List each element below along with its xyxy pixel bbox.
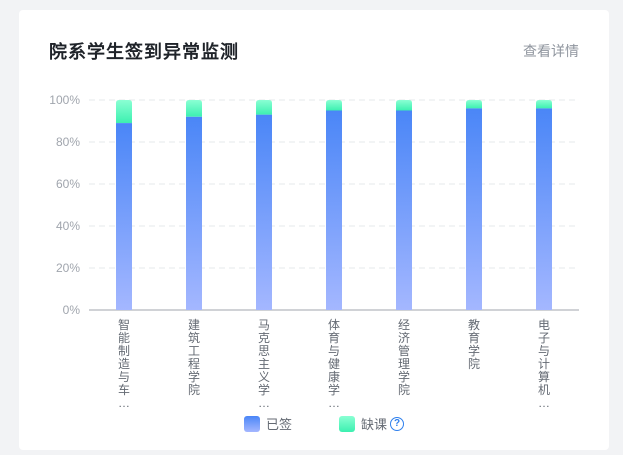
legend-swatch-absent [339, 415, 355, 432]
bar-absent[interactable] [186, 100, 202, 117]
stacked-bar-chart: 0% 20% 40% 60% 80% 100% 智能制造与车… 建筑工程学院 马克思主义学… 体… [49, 93, 579, 410]
y-tick-label: 100% [49, 93, 80, 107]
chart-legend: 已签 缺课 ? [19, 414, 609, 434]
bar-signed[interactable] [186, 116, 202, 310]
y-tick-label: 20% [56, 261, 80, 275]
view-details-link[interactable]: 查看详情 [523, 43, 579, 59]
y-tick-label: 40% [56, 219, 80, 233]
bar-absent[interactable] [256, 100, 272, 115]
x-tick-label: 智能制造与车… [118, 317, 130, 410]
bar-signed[interactable] [116, 123, 132, 310]
x-tick-label: 马克思主义学… [258, 318, 270, 410]
card-title: 院系学生签到异常监测 [49, 42, 239, 62]
bar-absent[interactable] [396, 100, 412, 111]
bar-signed[interactable] [396, 110, 412, 311]
bar-absent[interactable] [326, 100, 342, 111]
x-tick-label: 教育学院 [468, 317, 480, 371]
bar-absent[interactable] [116, 100, 132, 124]
y-tick-label: 0% [63, 303, 81, 317]
bar-signed[interactable] [256, 114, 272, 310]
legend-item-absent[interactable]: 缺课 ? [339, 414, 405, 433]
legend-swatch-signed [244, 415, 260, 432]
x-tick-label: 电子与计算机… [538, 318, 550, 410]
x-tick-label: 体育与健康学… [328, 318, 340, 410]
legend-label-signed: 已签 [266, 417, 293, 432]
bar-signed[interactable] [536, 108, 552, 311]
help-icon[interactable]: ? [390, 416, 405, 431]
bar-absent[interactable] [466, 100, 482, 109]
x-tick-label: 建筑工程学院 [188, 318, 200, 397]
legend-label-absent: 缺课 [361, 417, 388, 432]
chart-card: 院系学生签到异常监测 查看详情 0% 20% 40% 60% 80% 100% 智能制造与… [19, 10, 609, 450]
bar-absent[interactable] [536, 100, 552, 109]
x-tick-label: 经济管理学院 [398, 318, 410, 397]
bar-signed[interactable] [466, 108, 482, 311]
bar-signed[interactable] [326, 110, 342, 311]
y-tick-label: 60% [56, 177, 80, 191]
legend-item-signed[interactable]: 已签 [244, 414, 292, 433]
y-tick-label: 80% [56, 135, 80, 149]
